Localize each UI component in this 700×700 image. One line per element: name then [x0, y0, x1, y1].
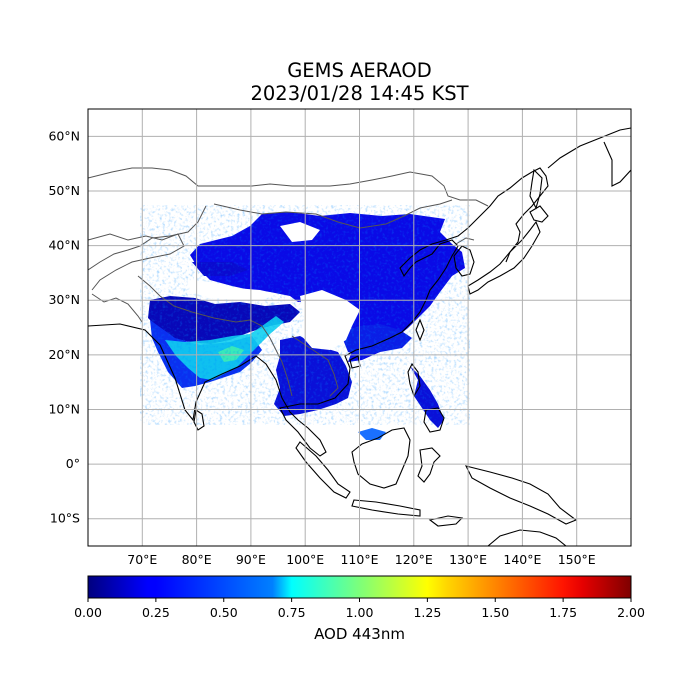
border-laos-vietnam [291, 335, 339, 397]
coast-sri-lanka [193, 409, 205, 431]
lon-tick-label: 110°E [340, 552, 378, 567]
border-india-china [137, 275, 263, 327]
lon-tick-label: 90°E [236, 552, 266, 567]
coast-taiwan [415, 318, 425, 342]
lon-tick-label: 140°E [503, 552, 541, 567]
border-myanmar [261, 325, 293, 397]
border-russia-kazakhstan [88, 167, 489, 207]
colorbar [87, 575, 632, 599]
colorbar-tick-label: 1.75 [549, 605, 577, 620]
lat-tick-label: 10°S [50, 511, 80, 526]
lat-tick-label: 20°N [48, 347, 80, 362]
coast-korea [453, 245, 475, 277]
colorbar-ticks: 0.00 0.25 0.50 0.75 1.00 1.25 1.50 1.75 2.00 [74, 598, 645, 620]
gridlines [88, 109, 631, 546]
lon-tick-label: 130°E [449, 552, 487, 567]
colorbar-tick-label: 2.00 [617, 605, 645, 620]
colorbar-tick-label: 1.50 [481, 605, 509, 620]
no-data-gap-central-china [300, 290, 360, 350]
lon-tick-label: 120°E [395, 552, 433, 567]
lat-tick-label: 30°N [48, 292, 80, 307]
coast-sulawesi [417, 447, 441, 483]
coast-philippines-mindanao [423, 407, 445, 433]
coast-sumatra [295, 441, 351, 499]
border-mongolia-south [213, 199, 453, 229]
border-china-west [88, 205, 207, 271]
border-north-korea-china [455, 237, 475, 245]
coast-japan [467, 220, 541, 295]
colorbar-tick-label: 0.00 [74, 605, 102, 620]
no-data-gap-taklamakan [188, 280, 278, 300]
map-subtitle-datetime: 2023/01/28 14:45 KST [250, 82, 469, 105]
coast-kamchatka-okhotsk [547, 127, 631, 187]
colorbar-tick-label: 0.75 [278, 605, 306, 620]
lon-tick-label: 70°E [127, 552, 157, 567]
coast-timor [428, 515, 464, 527]
colorbar-tick-label: 1.00 [346, 605, 374, 620]
longitude-tick-labels: 70°E 80°E 90°E 100°E 110°E 120°E 130°E 140°E 150… [127, 552, 596, 567]
colorbar-tick-label: 0.25 [142, 605, 170, 620]
coast-hokkaido [529, 205, 549, 223]
coast-new-guinea [464, 465, 578, 525]
lat-tick-label: 10°N [48, 401, 80, 416]
coast-sakhalin [529, 168, 543, 210]
lat-tick-label: 50°N [48, 183, 80, 198]
latitude-tick-labels: 60°N 50°N 40°N 30°N 20°N 10°N 0° 10°S [48, 128, 80, 525]
lon-tick-label: 150°E [558, 552, 596, 567]
lon-tick-label: 80°E [182, 552, 212, 567]
coast-mainland-asia [88, 167, 549, 457]
coast-australia-north [487, 529, 567, 546]
map-title: GEMS AERAOD [287, 59, 432, 82]
map-frame [87, 108, 632, 547]
no-data-gap-mongolia [280, 222, 320, 242]
coast-java [351, 499, 421, 517]
lat-tick-label: 60°N [48, 128, 80, 143]
lat-tick-label: 0° [66, 456, 80, 471]
colorbar-label: AOD 443nm [314, 625, 405, 643]
lon-tick-label: 100°E [286, 552, 324, 567]
colorbar-tick-label: 1.25 [413, 605, 441, 620]
lat-tick-label: 40°N [48, 238, 80, 253]
colorbar-tick-label: 0.50 [210, 605, 238, 620]
